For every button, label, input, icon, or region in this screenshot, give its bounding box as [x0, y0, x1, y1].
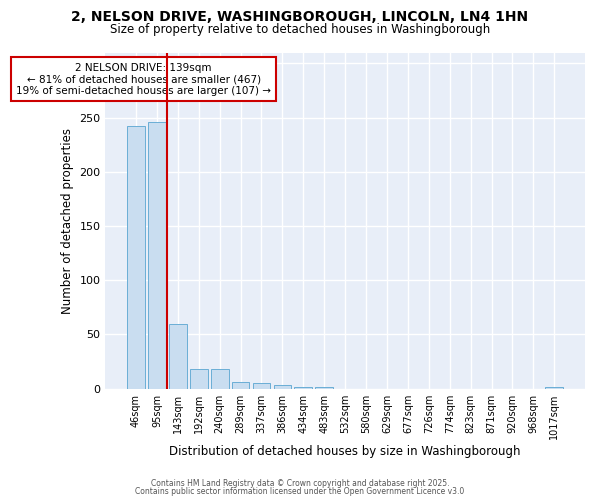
Bar [232, 382, 250, 388]
Bar [169, 324, 187, 388]
Y-axis label: Number of detached properties: Number of detached properties [61, 128, 74, 314]
X-axis label: Distribution of detached houses by size in Washingborough: Distribution of detached houses by size … [169, 444, 521, 458]
Bar [295, 386, 312, 388]
Bar [545, 386, 563, 388]
Text: Contains HM Land Registry data © Crown copyright and database right 2025.: Contains HM Land Registry data © Crown c… [151, 478, 449, 488]
Bar [274, 386, 291, 388]
Bar [316, 386, 333, 388]
Bar [127, 126, 145, 388]
Bar [211, 369, 229, 388]
Bar [148, 122, 166, 388]
Bar [253, 384, 271, 388]
Text: Contains public sector information licensed under the Open Government Licence v3: Contains public sector information licen… [136, 487, 464, 496]
Bar [190, 369, 208, 388]
Text: 2 NELSON DRIVE: 139sqm
← 81% of detached houses are smaller (467)
19% of semi-de: 2 NELSON DRIVE: 139sqm ← 81% of detached… [16, 62, 271, 96]
Text: 2, NELSON DRIVE, WASHINGBOROUGH, LINCOLN, LN4 1HN: 2, NELSON DRIVE, WASHINGBOROUGH, LINCOLN… [71, 10, 529, 24]
Text: Size of property relative to detached houses in Washingborough: Size of property relative to detached ho… [110, 24, 490, 36]
